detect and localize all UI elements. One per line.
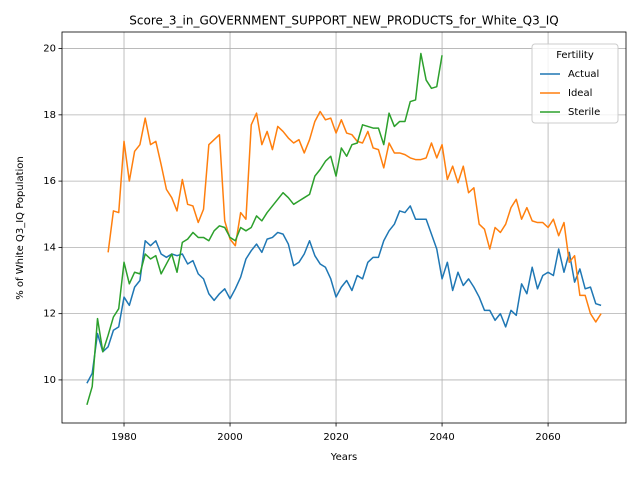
legend-title: Fertility <box>556 50 594 61</box>
x-tick-label: 2000 <box>217 432 242 443</box>
y-tick-label: 16 <box>43 176 56 187</box>
legend-box <box>531 43 619 124</box>
legend-label: Actual <box>568 69 599 80</box>
data-line <box>86 52 443 405</box>
x-tick-label: 1980 <box>111 432 136 443</box>
y-tick-label: 18 <box>43 110 56 121</box>
y-tick-label: 14 <box>43 242 56 253</box>
legend: Fertility Actual Ideal Sterile <box>531 43 619 124</box>
x-tick-label: 2060 <box>535 432 560 443</box>
x-axis-label: Years <box>330 452 357 463</box>
x-tick-label: 2020 <box>323 432 348 443</box>
plot-frame <box>61 31 627 424</box>
y-tick-label: 20 <box>43 44 56 55</box>
data-line <box>107 110 602 323</box>
chart-title: Score_3_in_GOVERNMENT_SUPPORT_NEW_PRODUC… <box>129 14 558 28</box>
legend-label: Sterile <box>568 107 600 118</box>
y-tick-label: 12 <box>43 309 56 320</box>
x-tick-label: 2040 <box>429 432 454 443</box>
legend-label: Ideal <box>568 88 592 99</box>
data-line <box>86 205 602 384</box>
y-tick-label: 10 <box>43 375 56 386</box>
y-axis-label: % of White Q3_IQ Population <box>15 156 26 300</box>
